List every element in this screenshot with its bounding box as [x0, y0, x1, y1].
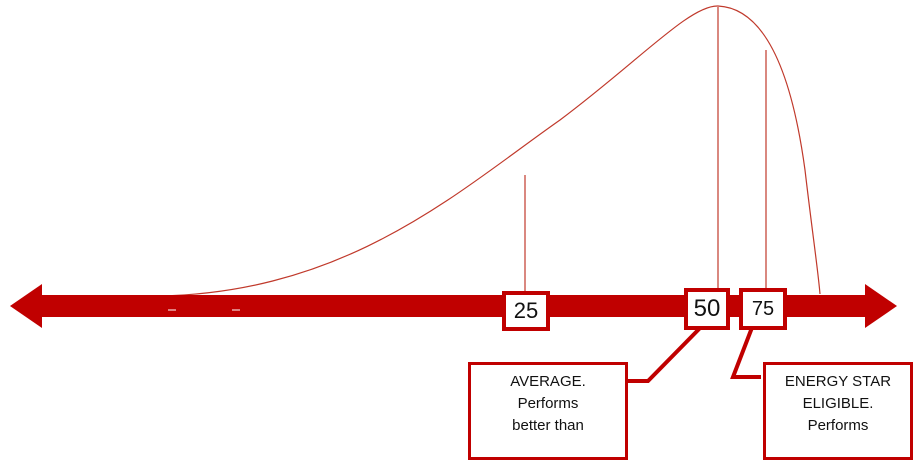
axis-bar — [40, 295, 880, 317]
callout-average: AVERAGE. Performs better than — [468, 362, 628, 460]
axis-arrow-left-icon — [10, 284, 42, 328]
axis-arrow-right-icon — [865, 284, 897, 328]
score-box-50: 50 — [684, 288, 730, 330]
leader-line-energy-star — [730, 324, 761, 379]
leader-line-average — [626, 323, 705, 383]
callout-line: Performs — [517, 395, 579, 412]
score-box-25: 25 — [502, 291, 550, 331]
distribution-curve — [159, 5, 821, 297]
score-label: 50 — [693, 295, 721, 322]
score-label: 75 — [751, 297, 775, 320]
callout-line: ELIGIBLE. — [802, 395, 874, 412]
score-box-75: 75 — [739, 288, 787, 330]
score-label: 25 — [513, 298, 539, 323]
callout-line: better than — [512, 417, 584, 434]
callout-line: ENERGY STAR — [784, 373, 892, 390]
callout-line: AVERAGE. — [510, 373, 586, 390]
callout-energy-star: ENERGY STAR ELIGIBLE. Performs — [763, 362, 913, 460]
callout-line: Performs — [807, 417, 869, 434]
